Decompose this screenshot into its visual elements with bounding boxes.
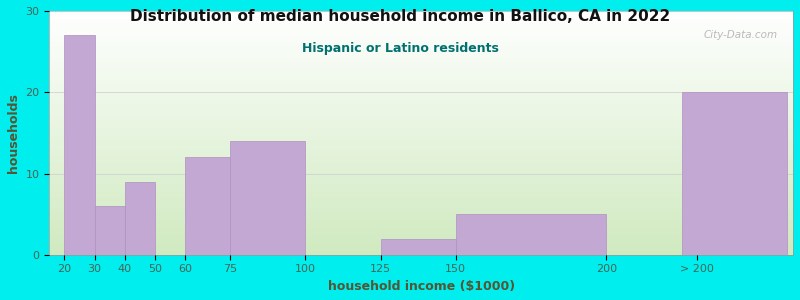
- Bar: [65, 35, 94, 255]
- Bar: [381, 238, 456, 255]
- Bar: [230, 141, 306, 255]
- Bar: [94, 206, 125, 255]
- Text: City-Data.com: City-Data.com: [704, 31, 778, 40]
- Bar: [456, 214, 606, 255]
- Bar: [682, 92, 787, 255]
- X-axis label: household income ($1000): household income ($1000): [328, 280, 514, 293]
- Bar: [125, 182, 154, 255]
- Bar: [185, 157, 230, 255]
- Text: Distribution of median household income in Ballico, CA in 2022: Distribution of median household income …: [130, 9, 670, 24]
- Text: Hispanic or Latino residents: Hispanic or Latino residents: [302, 42, 498, 55]
- Y-axis label: households: households: [7, 93, 20, 173]
